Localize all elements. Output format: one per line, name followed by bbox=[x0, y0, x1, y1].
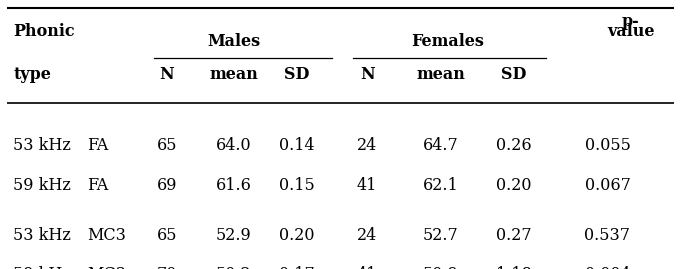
Text: type: type bbox=[14, 66, 51, 83]
Text: Phonic: Phonic bbox=[14, 23, 75, 40]
Text: 0.20: 0.20 bbox=[496, 177, 532, 194]
Text: 50.2: 50.2 bbox=[216, 266, 251, 269]
Text: 24: 24 bbox=[357, 227, 377, 244]
Text: 0.26: 0.26 bbox=[496, 137, 532, 154]
Text: value: value bbox=[607, 23, 654, 40]
Text: 52.9: 52.9 bbox=[216, 227, 251, 244]
Text: FA: FA bbox=[87, 177, 108, 194]
Text: mean: mean bbox=[416, 66, 465, 83]
Text: 70: 70 bbox=[157, 266, 177, 269]
Text: 0.14: 0.14 bbox=[279, 137, 315, 154]
Text: SD: SD bbox=[501, 66, 526, 83]
Text: 0.15: 0.15 bbox=[279, 177, 315, 194]
Text: 0.004: 0.004 bbox=[585, 266, 630, 269]
Text: 0.537: 0.537 bbox=[584, 227, 631, 244]
Text: 24: 24 bbox=[357, 137, 377, 154]
Text: mean: mean bbox=[209, 66, 258, 83]
Text: 53 kHz: 53 kHz bbox=[14, 137, 72, 154]
Text: p-: p- bbox=[622, 13, 639, 30]
Text: 65: 65 bbox=[157, 137, 177, 154]
Text: 0.27: 0.27 bbox=[496, 227, 532, 244]
Text: 65: 65 bbox=[157, 227, 177, 244]
Text: FA: FA bbox=[87, 137, 108, 154]
Text: 0.067: 0.067 bbox=[584, 177, 631, 194]
Text: 61.6: 61.6 bbox=[216, 177, 252, 194]
Text: 0.17: 0.17 bbox=[279, 266, 315, 269]
Text: 0.20: 0.20 bbox=[279, 227, 315, 244]
Text: 53 kHz: 53 kHz bbox=[14, 227, 72, 244]
Text: 1.18: 1.18 bbox=[496, 266, 532, 269]
Text: Males: Males bbox=[207, 33, 260, 50]
Text: 52.7: 52.7 bbox=[423, 227, 458, 244]
Text: N: N bbox=[360, 66, 375, 83]
Text: Females: Females bbox=[411, 33, 484, 50]
Text: 41: 41 bbox=[357, 177, 377, 194]
Text: 50.9: 50.9 bbox=[423, 266, 458, 269]
Text: MC3: MC3 bbox=[87, 266, 126, 269]
Text: SD: SD bbox=[285, 66, 310, 83]
Text: 64.0: 64.0 bbox=[216, 137, 251, 154]
Text: 62.1: 62.1 bbox=[423, 177, 458, 194]
Text: 59 kHz: 59 kHz bbox=[14, 177, 72, 194]
Text: 64.7: 64.7 bbox=[423, 137, 458, 154]
Text: 69: 69 bbox=[157, 177, 177, 194]
Text: MC3: MC3 bbox=[87, 227, 126, 244]
Text: N: N bbox=[159, 66, 174, 83]
Text: 59 kHz: 59 kHz bbox=[14, 266, 72, 269]
Text: 41: 41 bbox=[357, 266, 377, 269]
Text: 0.055: 0.055 bbox=[584, 137, 631, 154]
